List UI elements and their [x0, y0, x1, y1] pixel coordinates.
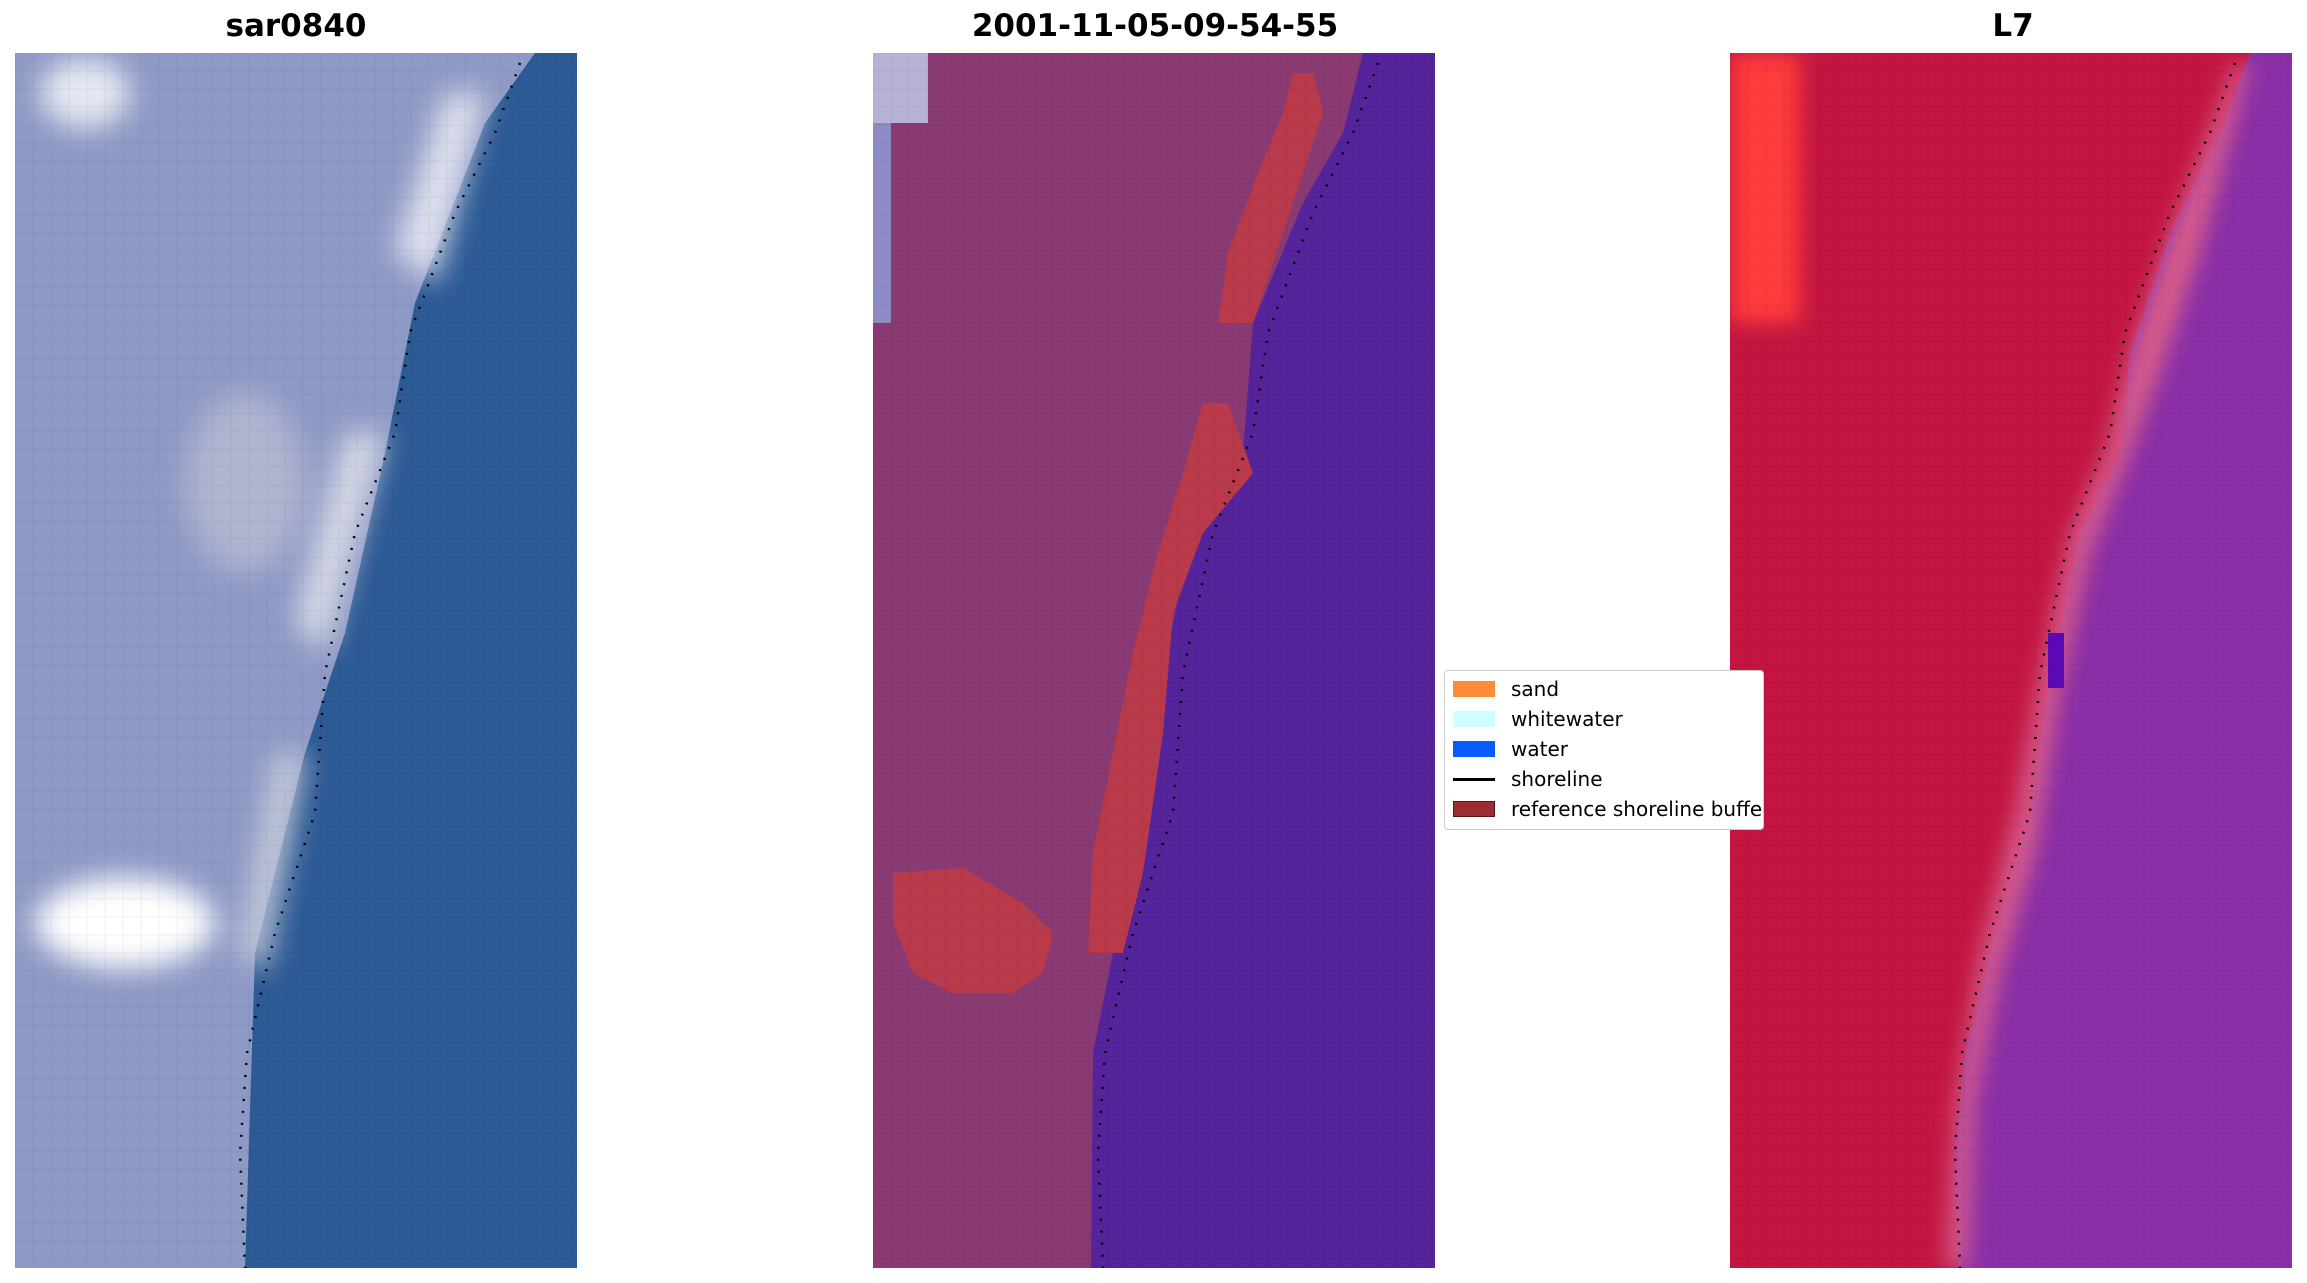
- legend-item-sand: sand: [1453, 677, 1559, 701]
- water-swatch: [1453, 741, 1495, 757]
- legend-label-water: water: [1511, 737, 1568, 761]
- legend-label-shoreline: shoreline: [1511, 767, 1603, 791]
- legend-label-reference-buffer: reference shoreline buffer: [1511, 797, 1764, 821]
- legend-item-reference-buffer: reference shoreline buffer: [1453, 797, 1764, 821]
- legend-item-whitewater: whitewater: [1453, 707, 1623, 731]
- legend: sand whitewater water shoreline referenc…: [1444, 670, 1764, 830]
- panel-title-nir: L7: [1992, 8, 2034, 44]
- panel-title-rgb: sar0840: [225, 8, 367, 44]
- rgb-image: [15, 53, 577, 1268]
- legend-item-shoreline: shoreline: [1453, 767, 1603, 791]
- whitewater-swatch: [1453, 711, 1495, 727]
- panel-title-classified: 2001-11-05-09-54-55: [971, 8, 1339, 44]
- sand-swatch: [1453, 681, 1495, 697]
- reference-buffer-swatch: [1453, 801, 1495, 817]
- nir-image: [1730, 53, 2292, 1268]
- legend-label-whitewater: whitewater: [1511, 707, 1623, 731]
- shoreline-swatch: [1453, 777, 1495, 781]
- legend-item-water: water: [1453, 737, 1568, 761]
- legend-label-sand: sand: [1511, 677, 1560, 701]
- classified-image: [873, 53, 1435, 1268]
